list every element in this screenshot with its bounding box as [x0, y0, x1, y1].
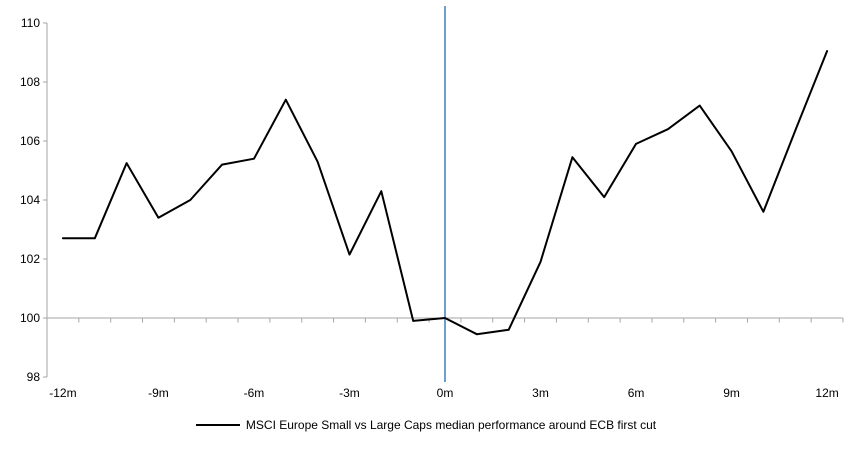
- x-axis-label: -3m: [339, 386, 360, 400]
- x-axis-label: 3m: [532, 386, 549, 400]
- series-line: [61, 50, 829, 336]
- x-axis-label: -9m: [148, 386, 169, 400]
- x-axis-label: 0m: [437, 386, 454, 400]
- x-axis-label: -12m: [49, 386, 76, 400]
- y-axis-label: 110: [21, 16, 40, 30]
- x-axis-label: 6m: [628, 386, 645, 400]
- legend-label: MSCI Europe Small vs Large Caps median p…: [245, 418, 657, 432]
- y-axis-label: 102: [20, 252, 40, 266]
- y-axis-label: 98: [27, 370, 41, 384]
- y-axis-label: 100: [20, 311, 40, 325]
- y-axis-label: 104: [20, 193, 40, 207]
- x-axis-label: 12m: [815, 386, 838, 400]
- x-axis-label: -6m: [244, 386, 265, 400]
- y-axis-label: 106: [20, 134, 40, 148]
- x-axis-label: 9m: [723, 386, 740, 400]
- legend: MSCI Europe Small vs Large Caps median p…: [0, 416, 852, 434]
- legend-line-sample-icon: [195, 424, 240, 426]
- y-axis-label: 108: [20, 75, 40, 89]
